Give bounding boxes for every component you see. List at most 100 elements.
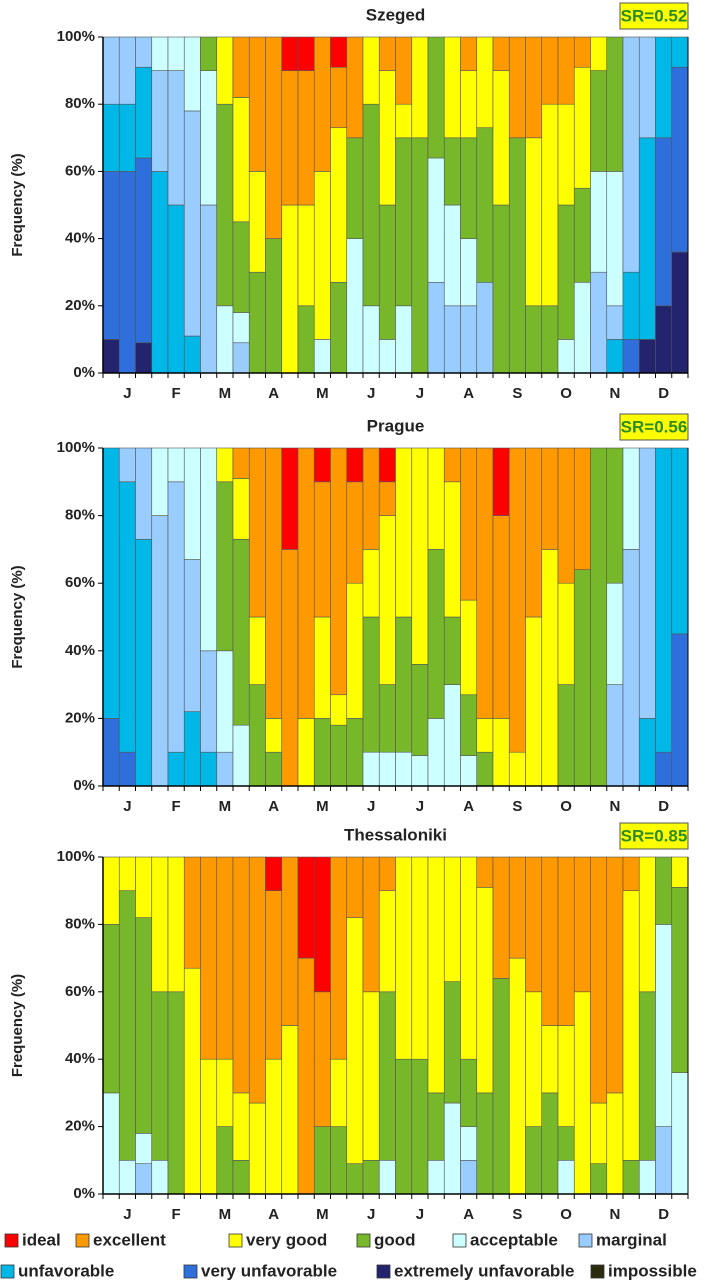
bar-segment bbox=[248, 684, 266, 787]
bar-segment bbox=[118, 751, 136, 787]
bar-segment bbox=[395, 751, 413, 787]
bar-segment bbox=[297, 957, 315, 1195]
bar-segment bbox=[362, 751, 380, 787]
bar-segment bbox=[541, 447, 559, 550]
bar-segment bbox=[460, 36, 478, 71]
bar-segment bbox=[476, 447, 494, 719]
bar-segment bbox=[232, 221, 250, 313]
bar-segment bbox=[395, 856, 413, 1060]
bar-segment bbox=[265, 1058, 283, 1195]
y-axis-label: Frequency (%) bbox=[9, 974, 26, 1077]
bar-segment bbox=[590, 36, 608, 71]
bar-segment bbox=[573, 281, 591, 374]
bar-segment bbox=[606, 339, 624, 374]
bar-segment bbox=[573, 856, 591, 993]
bar-segment bbox=[313, 481, 331, 618]
bar-segment bbox=[476, 856, 494, 888]
bar-segment bbox=[362, 447, 380, 550]
bar-segment bbox=[427, 281, 445, 374]
bar-segment bbox=[183, 559, 201, 712]
bar-segment bbox=[622, 447, 640, 550]
bar-segment bbox=[378, 1160, 396, 1195]
y-tick-label: 40% bbox=[65, 230, 95, 247]
bar-segment bbox=[330, 694, 348, 726]
bar-segment bbox=[638, 137, 656, 340]
x-tick-label: A bbox=[463, 1206, 474, 1223]
bar-segment bbox=[167, 36, 185, 71]
bar-segment bbox=[443, 137, 461, 206]
x-tick-label: A bbox=[268, 385, 279, 402]
bar-segment bbox=[313, 718, 331, 787]
bar-segment bbox=[427, 447, 445, 550]
y-axis-label: Frequency (%) bbox=[9, 565, 26, 668]
bar-segment bbox=[411, 1058, 429, 1195]
bar-segment bbox=[216, 1058, 234, 1127]
bar-segment bbox=[476, 887, 494, 1094]
x-tick-label: O bbox=[560, 385, 572, 402]
bar-segment bbox=[346, 137, 364, 239]
bar-segment bbox=[541, 36, 559, 105]
bar-segment bbox=[281, 36, 299, 71]
bar-segment bbox=[638, 339, 656, 374]
bar-segment bbox=[232, 1160, 250, 1195]
bar-segment bbox=[590, 856, 608, 1104]
bar-segment bbox=[557, 582, 575, 685]
legend-swatch bbox=[75, 1233, 90, 1248]
bar-segment bbox=[395, 1058, 413, 1195]
bar-segment bbox=[362, 103, 380, 307]
bar-segment bbox=[167, 991, 185, 1195]
bar-segment bbox=[671, 856, 689, 888]
bar-segment bbox=[460, 1126, 478, 1161]
bar-segment bbox=[590, 1102, 608, 1164]
x-tick-label: S bbox=[512, 385, 522, 402]
legend-label: impossible bbox=[608, 1261, 697, 1280]
bar-segment bbox=[313, 1126, 331, 1195]
bar-segment bbox=[492, 978, 510, 1195]
legend-swatch bbox=[0, 1264, 15, 1279]
bar-segment bbox=[248, 447, 266, 618]
bar-segment bbox=[135, 157, 153, 344]
bar-segment bbox=[248, 271, 266, 374]
bar-segment bbox=[443, 447, 461, 483]
bar-segment bbox=[557, 36, 575, 105]
bar-segment bbox=[151, 856, 169, 993]
bar-segment bbox=[297, 856, 315, 959]
annotation: SR=0.52 bbox=[621, 6, 688, 25]
bar-segment bbox=[427, 1160, 445, 1195]
y-tick-label: 0% bbox=[73, 1185, 95, 1202]
bar-segment bbox=[525, 305, 543, 374]
bar-segment bbox=[330, 1126, 348, 1195]
bar-segment bbox=[232, 856, 250, 1094]
bar-segment bbox=[427, 1092, 445, 1161]
bar-segment bbox=[330, 447, 348, 696]
bar-segment bbox=[541, 1092, 559, 1195]
bar-segment bbox=[330, 66, 348, 129]
x-tick-label: F bbox=[172, 798, 181, 815]
bar-segment bbox=[167, 751, 185, 787]
bar-segment bbox=[525, 137, 543, 307]
bar-segment bbox=[265, 36, 283, 239]
x-tick-label: M bbox=[219, 385, 232, 402]
bar-segment bbox=[638, 1160, 656, 1195]
bar-segment bbox=[346, 856, 364, 918]
bar-segment bbox=[411, 755, 429, 787]
bar-segment bbox=[460, 1058, 478, 1127]
bar-segment bbox=[460, 1160, 478, 1195]
bar-segment bbox=[135, 917, 153, 1134]
bar-segment bbox=[655, 1126, 673, 1195]
bar-segment bbox=[265, 447, 283, 719]
bar-segment bbox=[638, 991, 656, 1161]
bar-segment bbox=[557, 447, 575, 584]
bar-segment bbox=[476, 127, 494, 283]
bar-segment bbox=[167, 856, 185, 993]
bar-segment bbox=[216, 751, 234, 787]
bar-segment bbox=[427, 157, 445, 283]
bar-segment bbox=[135, 342, 153, 374]
bar-segment bbox=[248, 171, 266, 273]
bar-segment bbox=[557, 339, 575, 374]
bar-segment bbox=[118, 447, 136, 483]
legend-label: good bbox=[374, 1230, 416, 1249]
bar-segment bbox=[655, 36, 673, 139]
bar-segment bbox=[541, 103, 559, 307]
